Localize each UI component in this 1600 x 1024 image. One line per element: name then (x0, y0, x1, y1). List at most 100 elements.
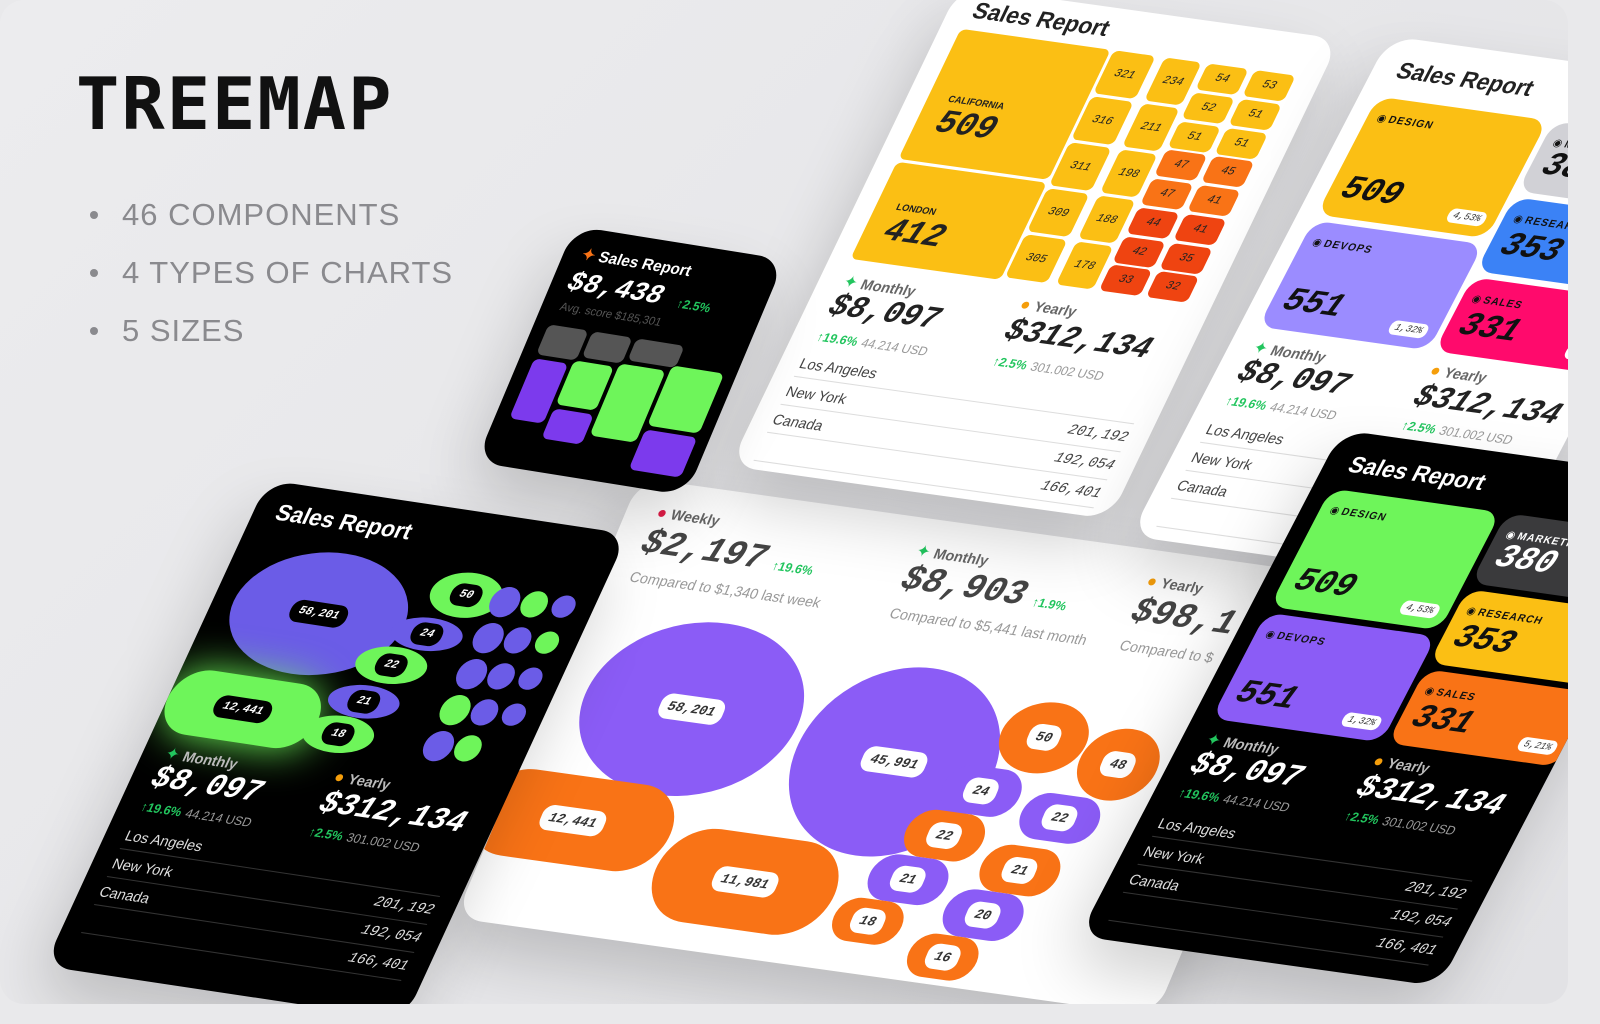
card-title: Sales Report (1343, 451, 1492, 496)
bubble-label: 24 (407, 621, 447, 648)
feature-item: 5 SIZES (90, 302, 453, 360)
bubble-label: 22 (371, 652, 411, 679)
treemap-cell[interactable]: 42 (1112, 235, 1166, 268)
bubble[interactable] (547, 594, 580, 620)
yearly-change: ↑2.5% (990, 354, 1031, 373)
treemap-cell[interactable]: 47 (1140, 178, 1194, 211)
monthly-change: ↑19.6% (1222, 393, 1270, 413)
tile-value: 353 (1493, 225, 1568, 271)
bubble-label: 50 (1022, 723, 1065, 753)
bubble-label: 48 (1097, 749, 1140, 780)
treemap-cell[interactable]: 41 (1187, 184, 1241, 217)
bubble[interactable]: 18 (824, 895, 911, 948)
bubble[interactable] (449, 733, 487, 764)
weekly-label: Weekly (668, 506, 723, 529)
region-name: Canada (1126, 870, 1184, 894)
treemap: CALIFORNIA 509 LONDON 412 321 234 54 53 316 2… (850, 28, 1300, 307)
treemap-cell[interactable]: 33 (1098, 264, 1153, 297)
region-value: 192,054 (1051, 449, 1118, 474)
bubble[interactable] (515, 589, 553, 620)
region-name: New York (783, 382, 851, 407)
region-value: 166,401 (1372, 934, 1440, 960)
region-value: 192,054 (1387, 906, 1455, 932)
treemap-cell[interactable]: 51 (1214, 127, 1269, 160)
bubble[interactable] (434, 693, 476, 728)
treemap-cell (627, 338, 685, 368)
treemap-cell[interactable]: 52 (1181, 92, 1235, 124)
bubble-label: 11,981 (708, 864, 782, 899)
tile-label: DEVOPS (1321, 238, 1375, 257)
treemap-cell[interactable]: 51 (1228, 98, 1282, 131)
yearly-change: ↑2.5% (306, 824, 346, 844)
region-name: New York (109, 854, 177, 880)
bubble[interactable] (467, 621, 510, 656)
region-name: New York (1140, 842, 1209, 867)
bubble[interactable] (450, 657, 493, 692)
treemap-cell[interactable]: 35 (1159, 242, 1213, 275)
region-value: 166,401 (1037, 477, 1105, 502)
bubble[interactable] (466, 697, 503, 728)
tile-value: 380 (1534, 145, 1568, 191)
bubble[interactable] (482, 661, 520, 692)
yearly-label: Yearly (1158, 574, 1207, 597)
sparkle-icon: ✦ (578, 245, 599, 265)
tile-label: DESIGN (1338, 506, 1389, 524)
tile-value: 509 (1333, 169, 1411, 215)
feature-item: 4 TYPES OF CHARTS (90, 244, 453, 302)
card-title: Sales Report (1391, 57, 1540, 102)
tile-percent: 5,21% (1515, 736, 1560, 756)
monthly-sub: 44.214 USD (858, 335, 931, 359)
bubble[interactable]: 16 (899, 930, 986, 984)
cell-value: 412 (876, 211, 953, 257)
monthly-change: ↑19.6% (1175, 785, 1223, 805)
treemap-cell (581, 331, 633, 364)
region-name: Los Angeles (1203, 420, 1288, 447)
bubble-label: 18 (318, 721, 358, 748)
tile-percent: 1,32% (1339, 711, 1384, 731)
region-name: Los Angeles (122, 826, 207, 854)
promo-canvas: TREEMAP 46 COMPONENTS 4 TYPES OF CHARTS … (0, 0, 1568, 1004)
tile-value: 509 (1286, 561, 1364, 607)
treemap-cell (541, 408, 594, 445)
bubble-label: 12,441 (536, 803, 610, 838)
monthly-icon: ✦ (912, 542, 934, 562)
bubble[interactable] (530, 630, 564, 656)
bubble-label: 58,201 (285, 598, 352, 629)
monthly-change: ↑19.6% (814, 329, 861, 349)
region-name: Canada (1174, 476, 1232, 500)
bubble[interactable] (499, 625, 537, 656)
treemap-cell[interactable]: 44 (1126, 207, 1180, 239)
region-value: 201,192 (370, 893, 438, 919)
bubble[interactable]: 22 (1011, 789, 1108, 848)
bubble-label: 45,991 (857, 745, 931, 780)
bubble-label: 16 (921, 942, 964, 972)
treemap-cell[interactable]: 32 (1145, 271, 1200, 303)
bubble-label: 50 (446, 582, 486, 609)
bubble[interactable] (497, 702, 530, 728)
treemap-cell[interactable]: 53 (1242, 69, 1296, 102)
tile-label: DEVOPS (1274, 630, 1328, 649)
bubble-label: 22 (923, 820, 966, 850)
region-name: Canada (96, 882, 154, 906)
region-name: Canada (770, 410, 827, 434)
treemap-cell[interactable]: 51 (1167, 120, 1222, 153)
bubble[interactable] (514, 666, 547, 692)
bubble[interactable] (417, 729, 460, 764)
weekly-change: ↑19.6% (769, 558, 816, 579)
hero-title: TREEMAP (76, 62, 394, 146)
tile-percent: 4,53% (1444, 207, 1489, 227)
bubble-label: 22 (1038, 803, 1081, 834)
treemap-cell[interactable]: 54 (1195, 63, 1249, 96)
cell-value: 509 (928, 103, 1005, 149)
tile-value: 380 (1487, 537, 1565, 583)
bubble-label: 21 (886, 864, 929, 895)
treemap-cell[interactable]: 45 (1200, 156, 1255, 188)
bubble-label: 12,441 (209, 694, 276, 725)
treemap-cell[interactable]: 47 (1153, 149, 1208, 182)
bubble-label: 18 (846, 906, 889, 937)
bubble-label: 20 (961, 900, 1004, 930)
treemap-cell[interactable]: 41 (1173, 213, 1227, 246)
region-name: Los Angeles (1155, 814, 1240, 841)
treemap-cell[interactable]: 188 (1077, 195, 1136, 244)
